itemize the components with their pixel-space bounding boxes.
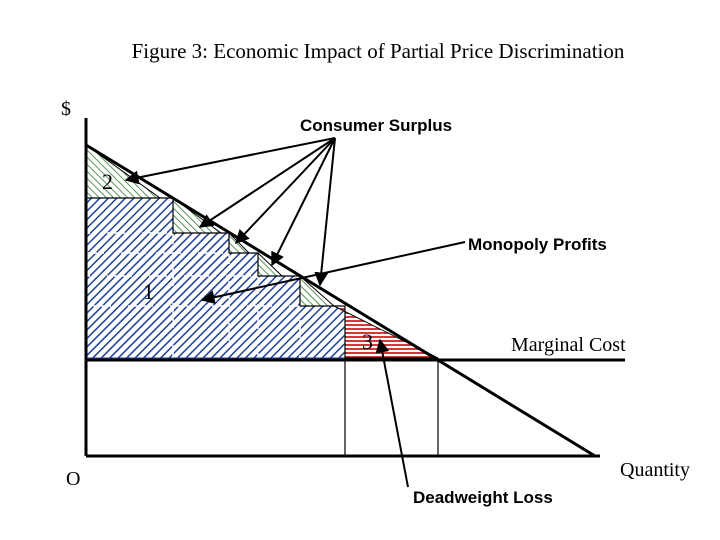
marginal-cost-label: Marginal Cost [511,334,626,356]
region-number-deadweight-loss: 3 [362,329,373,354]
region-number-consumer-surplus: 2 [102,169,113,194]
x-axis-label: Quantity [620,459,690,481]
y-axis-label: $ [61,98,71,120]
deadweight-loss-label: Deadweight Loss [413,488,553,507]
demand-curve [85,143,596,458]
monopoly-profits-arrow [200,241,466,305]
profit-grid-lines [86,232,301,358]
region-number-profits: 1 [143,279,154,304]
deadweight-loss-arrow [375,338,409,488]
monopoly-profits-label: Monopoly Profits [468,235,607,254]
origin-label: O [66,468,80,490]
consumer-surplus-arrows [124,137,336,287]
consumer-surplus-label: Consumer Surplus [300,116,452,135]
figure-title: Figure 3: Economic Impact of Partial Pri… [132,39,625,63]
price-steps [86,197,346,358]
